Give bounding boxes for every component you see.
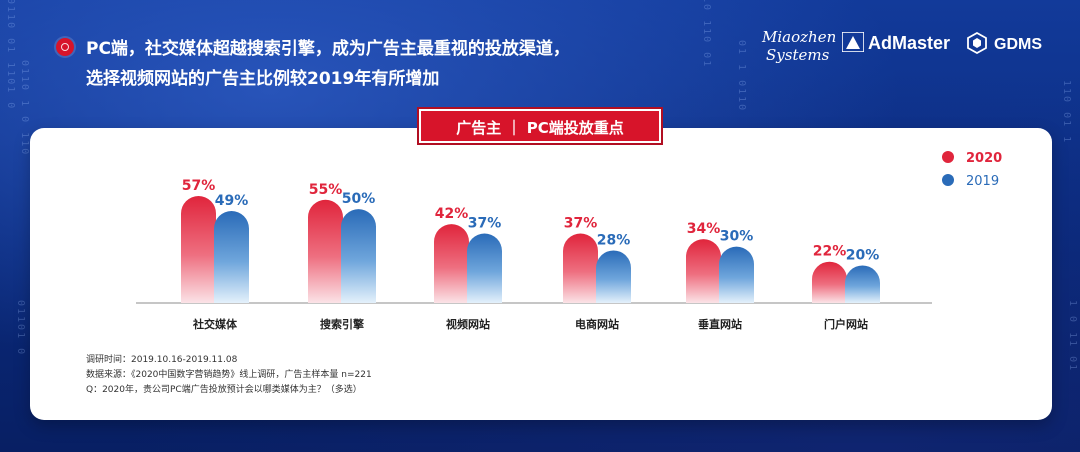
bar-2020-3 [563, 233, 598, 303]
value-label-2020-1: 55% [309, 182, 343, 198]
bar-2020-1 [308, 199, 343, 303]
legend-marker-2019 [942, 174, 954, 186]
value-label-2020-5: 22% [813, 244, 847, 260]
admaster-logo: AdMaster [842, 32, 950, 54]
admaster-mark-icon [842, 32, 864, 52]
legend-label-2020: 2020 [966, 151, 1002, 166]
category-label-2: 视频网站 [446, 317, 490, 331]
bar-2019-0 [214, 211, 249, 303]
headline-line-2: 选择视频网站的广告主比例较2019年有所增加 [86, 69, 440, 89]
bar-2020-2 [434, 224, 469, 303]
bar-2020-0 [181, 196, 216, 303]
value-label-2020-2: 42% [435, 206, 469, 222]
bar-2019-4 [719, 246, 754, 303]
category-label-5: 门户网站 [824, 317, 868, 331]
value-label-2019-0: 49% [215, 193, 249, 209]
bar-2019-1 [341, 209, 376, 303]
category-label-4: 垂直网站 [698, 317, 742, 331]
bar-2019-3 [596, 250, 631, 303]
miaozhen-logo-line-2: Systems [766, 46, 830, 64]
gdms-logo: GDMS [966, 32, 1042, 54]
survey-time-note: 调研时间：2019.10.16-2019.11.08 [86, 355, 238, 365]
value-label-2020-0: 57% [182, 178, 216, 194]
bar-2020-5 [812, 261, 847, 303]
chart-notes: 调研时间：2019.10.16-2019.11.08 数据来源：《2020中国数… [86, 353, 372, 398]
value-label-2019-1: 50% [342, 191, 376, 207]
bar-2020-4 [686, 239, 721, 303]
chart-title-banner: 广告主 ｜ PC端投放重点 [419, 109, 661, 143]
miaozhen-logo-line-1: Miaozhen [762, 28, 837, 46]
admaster-logo-text: AdMaster [868, 33, 951, 53]
value-label-2019-4: 30% [720, 229, 754, 245]
headline-line-1: PC端，社交媒体超越搜索引擎，成为广告主最重视的投放渠道， [86, 39, 570, 59]
value-label-2020-4: 34% [687, 221, 721, 237]
value-label-2020-3: 37% [564, 216, 598, 232]
miaozhen-logo: Miaozhen Systems [762, 28, 836, 64]
bullet-icon [56, 38, 74, 56]
category-label-0: 社交媒体 [192, 317, 238, 331]
legend-marker-2020 [942, 151, 954, 163]
value-label-2019-2: 37% [468, 216, 502, 232]
value-label-2019-3: 28% [597, 232, 631, 248]
bar-2019-2 [467, 233, 502, 303]
category-label-3: 电商网站 [575, 317, 619, 331]
gdms-hex-icon [967, 32, 987, 54]
value-label-2019-5: 20% [846, 247, 880, 263]
legend-label-2019: 2019 [966, 174, 999, 189]
bar-2019-5 [845, 265, 880, 303]
gdms-logo-text: GDMS [994, 36, 1042, 53]
question-note: Q：2020年，贵公司PC端广告投放预计会以哪类媒体为主？（多选） [86, 385, 362, 395]
data-source-note: 数据来源：《2020中国数字营销趋势》线上调研，广告主样本量 n=221 [86, 370, 372, 380]
category-label-1: 搜索引擎 [320, 317, 364, 331]
